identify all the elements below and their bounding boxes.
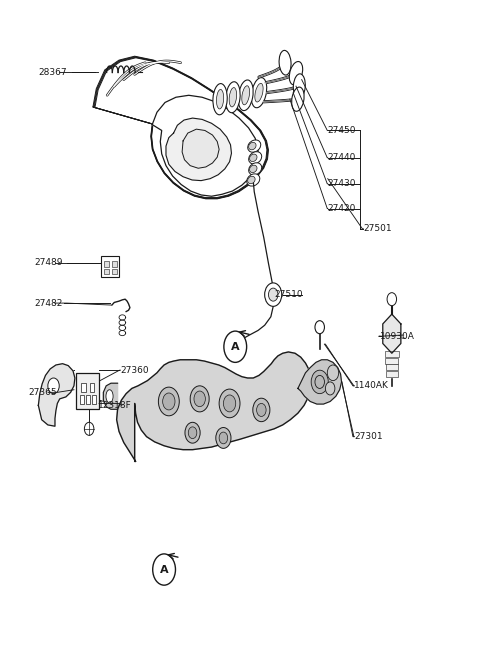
Ellipse shape: [251, 78, 267, 108]
Polygon shape: [166, 118, 231, 181]
Circle shape: [327, 365, 339, 380]
Ellipse shape: [290, 61, 302, 85]
Ellipse shape: [250, 165, 257, 173]
Text: 28367: 28367: [38, 68, 67, 77]
FancyBboxPatch shape: [104, 261, 109, 267]
Circle shape: [185, 422, 200, 443]
FancyBboxPatch shape: [385, 365, 398, 370]
Text: 10930A: 10930A: [380, 332, 415, 341]
Ellipse shape: [248, 140, 261, 152]
Ellipse shape: [226, 81, 240, 113]
Text: 1140AK: 1140AK: [354, 381, 389, 390]
Text: 27440: 27440: [328, 153, 356, 162]
Text: 27489: 27489: [35, 258, 63, 267]
Polygon shape: [152, 95, 258, 196]
Ellipse shape: [249, 163, 262, 175]
Ellipse shape: [238, 80, 253, 110]
FancyBboxPatch shape: [227, 336, 241, 350]
Circle shape: [188, 427, 197, 439]
Circle shape: [48, 378, 59, 394]
Polygon shape: [383, 314, 401, 353]
Circle shape: [194, 391, 205, 407]
Ellipse shape: [242, 86, 250, 105]
Polygon shape: [182, 129, 219, 168]
Ellipse shape: [213, 83, 227, 115]
Circle shape: [158, 387, 179, 416]
Ellipse shape: [250, 154, 257, 162]
Ellipse shape: [106, 390, 113, 403]
Text: 27365: 27365: [28, 388, 57, 397]
Text: 27420: 27420: [328, 204, 356, 213]
Ellipse shape: [249, 152, 262, 164]
FancyBboxPatch shape: [93, 395, 96, 404]
Circle shape: [84, 422, 94, 436]
Circle shape: [387, 292, 396, 306]
Text: 27482: 27482: [35, 298, 63, 307]
FancyBboxPatch shape: [104, 269, 109, 275]
Ellipse shape: [279, 51, 291, 75]
Circle shape: [219, 432, 228, 444]
Circle shape: [223, 395, 236, 412]
FancyBboxPatch shape: [86, 395, 90, 404]
Text: 27450: 27450: [328, 126, 356, 135]
FancyBboxPatch shape: [112, 269, 117, 275]
Ellipse shape: [247, 174, 260, 186]
FancyBboxPatch shape: [80, 395, 84, 404]
FancyBboxPatch shape: [385, 358, 398, 364]
Circle shape: [268, 288, 278, 301]
Circle shape: [216, 428, 231, 448]
Circle shape: [163, 393, 175, 410]
FancyBboxPatch shape: [90, 382, 95, 392]
Circle shape: [311, 370, 328, 394]
Ellipse shape: [216, 89, 224, 109]
Ellipse shape: [229, 87, 237, 107]
Circle shape: [315, 375, 324, 388]
FancyBboxPatch shape: [384, 351, 399, 357]
Circle shape: [190, 386, 209, 412]
Text: 27501: 27501: [363, 224, 392, 233]
FancyBboxPatch shape: [81, 382, 86, 392]
Text: 12318F: 12318F: [97, 401, 132, 410]
FancyBboxPatch shape: [101, 256, 120, 277]
Text: A: A: [160, 564, 168, 574]
Circle shape: [153, 554, 176, 585]
Circle shape: [264, 283, 282, 306]
Circle shape: [315, 321, 324, 334]
Circle shape: [325, 382, 335, 395]
Polygon shape: [103, 383, 118, 409]
FancyBboxPatch shape: [386, 371, 397, 376]
Ellipse shape: [249, 143, 256, 150]
Ellipse shape: [255, 83, 263, 102]
Ellipse shape: [293, 74, 306, 98]
Text: 27360: 27360: [120, 366, 149, 374]
Text: 27430: 27430: [328, 179, 356, 189]
Circle shape: [253, 398, 270, 422]
Text: 27510: 27510: [275, 290, 303, 299]
Circle shape: [257, 403, 266, 417]
FancyBboxPatch shape: [76, 373, 99, 409]
Ellipse shape: [248, 176, 255, 184]
Text: A: A: [231, 342, 240, 351]
Circle shape: [224, 331, 247, 363]
Polygon shape: [38, 364, 75, 426]
Ellipse shape: [292, 87, 304, 112]
Polygon shape: [298, 360, 342, 404]
FancyBboxPatch shape: [112, 261, 117, 267]
Text: 27301: 27301: [354, 432, 383, 441]
Polygon shape: [117, 352, 311, 461]
Circle shape: [219, 389, 240, 418]
